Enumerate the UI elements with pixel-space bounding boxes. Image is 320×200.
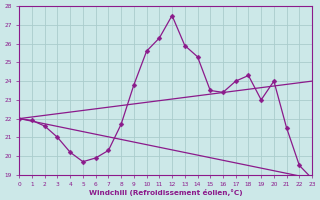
X-axis label: Windchill (Refroidissement éolien,°C): Windchill (Refroidissement éolien,°C) xyxy=(89,189,243,196)
